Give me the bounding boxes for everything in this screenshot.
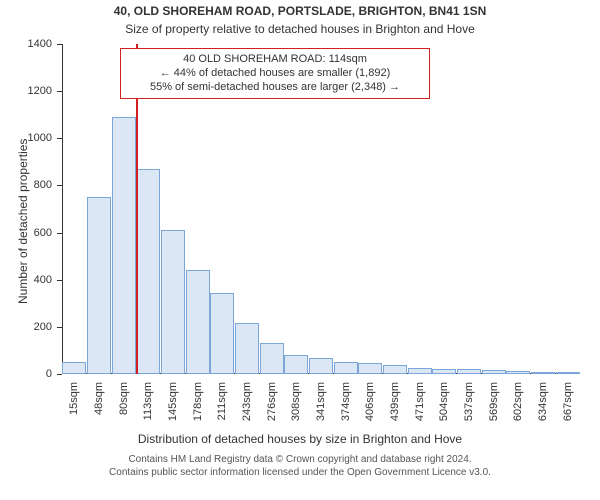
x-tick-label: 80sqm: [118, 382, 130, 432]
histogram-bar: [161, 230, 185, 374]
y-tick-label: 1200: [0, 85, 52, 97]
histogram-bar: [284, 355, 308, 374]
x-tick-label: 243sqm: [241, 382, 253, 432]
x-axis-label: Distribution of detached houses by size …: [0, 432, 600, 446]
y-tick-mark: [57, 374, 62, 375]
footer-line1: Contains HM Land Registry data © Crown c…: [0, 454, 600, 467]
histogram-bar: [408, 368, 432, 374]
y-tick-mark: [57, 91, 62, 92]
y-tick-mark: [57, 138, 62, 139]
x-tick-label: 211sqm: [216, 382, 228, 432]
y-tick-label: 0: [0, 368, 52, 380]
x-tick-label: 276sqm: [266, 382, 278, 432]
x-tick-label: 374sqm: [340, 382, 352, 432]
histogram-bar: [556, 372, 580, 374]
y-tick-label: 1000: [0, 132, 52, 144]
histogram-bar: [309, 358, 333, 375]
histogram-bar: [531, 372, 555, 374]
footer-attribution: Contains HM Land Registry data © Crown c…: [0, 454, 600, 479]
x-tick-label: 341sqm: [315, 382, 327, 432]
histogram-bar: [210, 293, 234, 374]
x-tick-label: 113sqm: [142, 382, 154, 432]
x-tick-label: 439sqm: [389, 382, 401, 432]
y-tick-mark: [57, 233, 62, 234]
histogram-bar: [358, 363, 382, 374]
histogram-bar: [186, 270, 210, 374]
y-tick-mark: [57, 327, 62, 328]
x-tick-label: 178sqm: [192, 382, 204, 432]
y-tick-label: 800: [0, 179, 52, 191]
y-tick-label: 400: [0, 274, 52, 286]
y-tick-label: 600: [0, 227, 52, 239]
histogram-bar: [506, 371, 530, 374]
footer-line2: Contains public sector information licen…: [0, 467, 600, 480]
x-tick-label: 634sqm: [537, 382, 549, 432]
x-tick-label: 471sqm: [414, 382, 426, 432]
x-tick-label: 145sqm: [167, 382, 179, 432]
histogram-bar: [457, 369, 481, 374]
histogram-bar: [235, 323, 259, 374]
y-tick-mark: [57, 44, 62, 45]
y-tick-label: 200: [0, 321, 52, 333]
info-line-property: 40 OLD SHOREHAM ROAD: 114sqm: [125, 53, 425, 67]
x-tick-label: 602sqm: [512, 382, 524, 432]
x-tick-label: 667sqm: [562, 382, 574, 432]
histogram-bar: [87, 197, 111, 374]
x-tick-label: 15sqm: [68, 382, 80, 432]
histogram-bar: [383, 365, 407, 374]
chart-title-address: 40, OLD SHOREHAM ROAD, PORTSLADE, BRIGHT…: [0, 4, 600, 18]
info-line-smaller: ← 44% of detached houses are smaller (1,…: [125, 67, 425, 81]
x-tick-label: 48sqm: [93, 382, 105, 432]
histogram-bar: [112, 117, 136, 374]
x-tick-label: 406sqm: [364, 382, 376, 432]
info-callout-box: 40 OLD SHOREHAM ROAD: 114sqm ← 44% of de…: [120, 48, 430, 99]
chart-title-subtitle: Size of property relative to detached ho…: [0, 22, 600, 36]
histogram-bar: [260, 343, 284, 374]
y-tick-label: 1400: [0, 38, 52, 50]
histogram-bar: [62, 362, 86, 374]
histogram-bar: [334, 362, 358, 374]
x-tick-label: 569sqm: [488, 382, 500, 432]
y-tick-mark: [57, 280, 62, 281]
histogram-bar: [482, 370, 506, 374]
histogram-bar: [432, 369, 456, 374]
x-tick-label: 537sqm: [463, 382, 475, 432]
info-line-larger: 55% of semi-detached houses are larger (…: [125, 81, 425, 95]
x-tick-label: 308sqm: [290, 382, 302, 432]
histogram-bar: [136, 169, 160, 374]
y-axis-line: [62, 44, 63, 374]
y-tick-mark: [57, 185, 62, 186]
x-tick-label: 504sqm: [438, 382, 450, 432]
